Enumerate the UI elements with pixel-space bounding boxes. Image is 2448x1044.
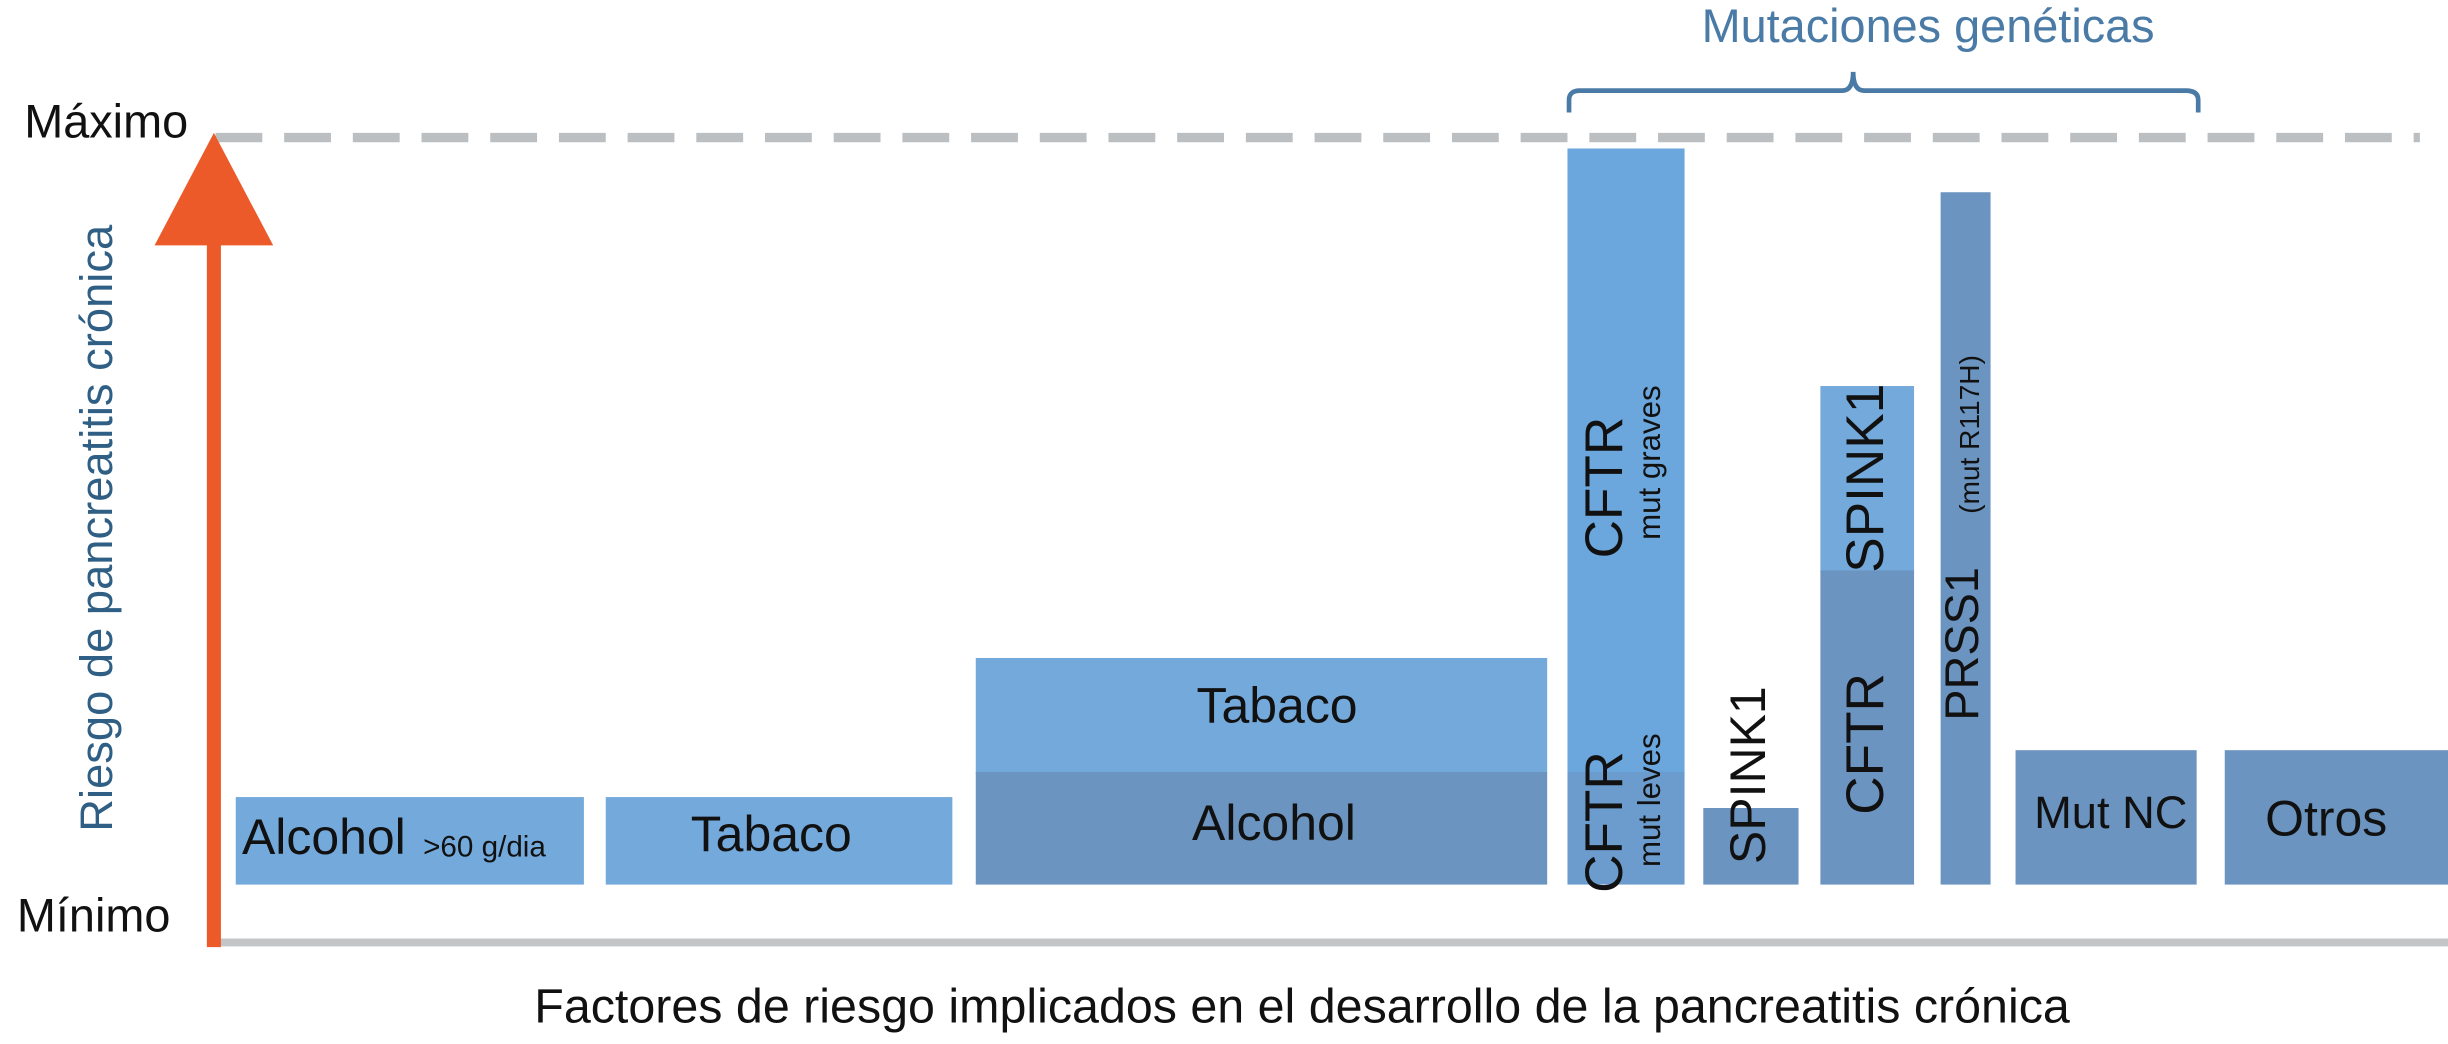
block (605, 797, 953, 885)
block-label: CFTR (1836, 673, 1895, 815)
block-label: CFTR (1575, 417, 1634, 559)
block-label: SPINK1 (1836, 384, 1895, 573)
block-bottom (1820, 570, 1915, 885)
block-note: (mut R117H) (1954, 355, 1985, 514)
block-label: Alcohol (242, 809, 406, 865)
group-label: Mutaciones genéticas (1702, 0, 2155, 52)
block-note: mut graves (1632, 385, 1667, 540)
block-label: Mut NC (2034, 787, 2187, 838)
block-note: mut leves (1632, 733, 1667, 867)
brace (1566, 71, 2201, 113)
block-top (975, 657, 1548, 774)
block-label: SPINK1 (1720, 686, 1776, 864)
min-label: Mínimo (17, 889, 171, 941)
y-title: Riesgo de pancreatitis crónica (71, 224, 122, 832)
block (1940, 192, 1991, 885)
block-label: PRSS1 (1936, 567, 1988, 721)
block-label: CFTR (1575, 751, 1634, 893)
block-label: Tabaco (1197, 678, 1358, 734)
block-bottom (1567, 772, 1685, 885)
block (235, 797, 584, 885)
block-note: >60 g/dia (423, 830, 546, 863)
block-bottom (975, 772, 1548, 885)
block-label: Alcohol (1192, 795, 1356, 851)
block (2015, 750, 2197, 885)
block-top (1567, 148, 1685, 774)
block-label: Tabaco (691, 806, 852, 862)
block-top (1820, 386, 1915, 573)
max-label: Máximo (24, 95, 188, 147)
block-label: Otros (2265, 790, 2387, 846)
x-title: Factores de riesgo implicados en el desa… (534, 979, 2070, 1033)
block (1703, 808, 1799, 885)
arrow-head (154, 132, 274, 246)
block (2224, 750, 2448, 885)
